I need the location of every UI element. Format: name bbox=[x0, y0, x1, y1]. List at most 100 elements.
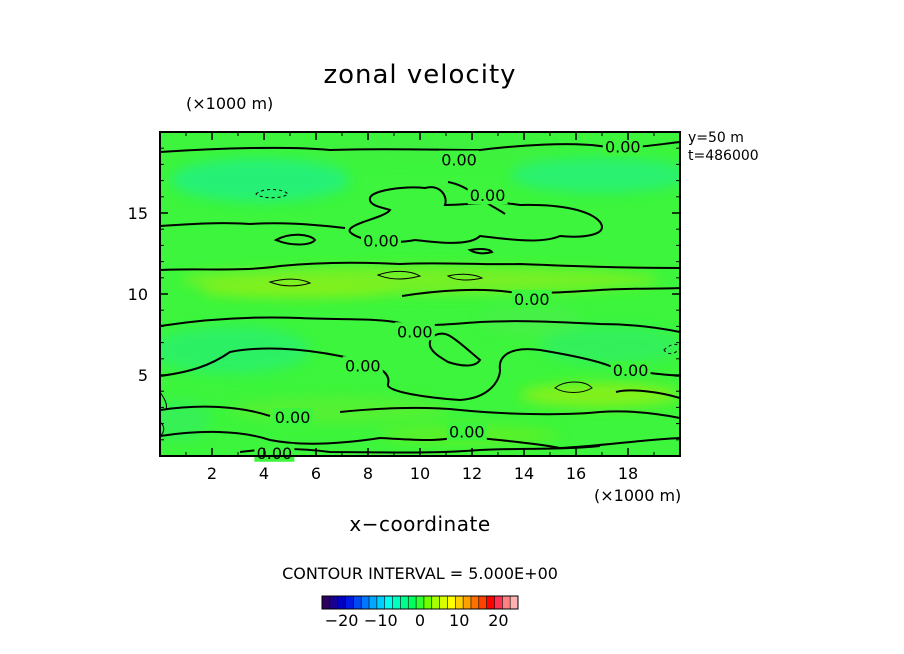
x-axis: 2 4 6 8 10 12 14 16 18 bbox=[185, 132, 655, 483]
colorbar-swatch bbox=[353, 596, 362, 609]
field-patch bbox=[160, 400, 210, 440]
y-axis-unit-label: (×1000 m) bbox=[186, 94, 274, 113]
contour-interval-text: CONTOUR INTERVAL = 5.000E+00 bbox=[282, 564, 558, 583]
contour-line bbox=[160, 347, 680, 402]
x-tick-label: 10 bbox=[410, 464, 430, 483]
y-tick-label: 10 bbox=[128, 285, 148, 304]
x-tick-label: 2 bbox=[207, 464, 217, 483]
contour-label: 0.00 bbox=[449, 423, 485, 442]
contour-label: 0.00 bbox=[514, 290, 550, 309]
colorbar-swatch bbox=[502, 596, 511, 609]
colorbar: −20 −10 0 10 20 bbox=[321, 595, 519, 630]
field-patch bbox=[200, 282, 400, 298]
x-tick-label: 6 bbox=[311, 464, 321, 483]
colorbar-tick-label: −20 bbox=[325, 611, 359, 630]
colorbar-swatch bbox=[423, 596, 433, 609]
field-patch bbox=[230, 396, 450, 424]
contour-line bbox=[428, 332, 482, 367]
contour-label-bg bbox=[511, 289, 552, 308]
contour-label-bg bbox=[467, 186, 508, 205]
contour-label-bg bbox=[446, 422, 487, 441]
contour-line bbox=[160, 421, 165, 437]
field-patch bbox=[480, 304, 580, 336]
x-tick-label: 16 bbox=[566, 464, 586, 483]
contour-label-bg bbox=[602, 137, 643, 156]
colorbar-swatch bbox=[510, 596, 519, 609]
contour-line bbox=[663, 343, 680, 355]
x-tick-label: 8 bbox=[363, 464, 373, 483]
x-axis-label: x−coordinate bbox=[349, 512, 491, 536]
contour-line bbox=[273, 233, 317, 246]
colorbar-swatch bbox=[416, 596, 425, 609]
contour-label-bg bbox=[342, 356, 383, 375]
field-patch bbox=[160, 326, 310, 374]
colorbar-tick-label: −10 bbox=[364, 611, 398, 630]
contour-label: 0.00 bbox=[470, 186, 506, 205]
negative-contours bbox=[255, 189, 680, 355]
contour-labels: 0.00 0.00 0.00 0.00 0.00 0.00 0.00 0.00 0.00 0.00… bbox=[254, 137, 651, 463]
contour-label-bg bbox=[439, 150, 479, 169]
contour-line bbox=[160, 405, 271, 417]
colorbar-swatch bbox=[478, 596, 487, 609]
colorbar-tick-label: 0 bbox=[415, 611, 425, 630]
y-tick-label: 5 bbox=[138, 366, 148, 385]
contour-label-bg bbox=[394, 322, 435, 341]
colorbar-swatch bbox=[361, 596, 370, 609]
colorbar-swatch bbox=[345, 596, 354, 609]
x-axis-unit-label: (×1000 m) bbox=[594, 486, 682, 505]
colorbar-swatch bbox=[392, 596, 401, 609]
colorbar-swatch bbox=[322, 596, 331, 609]
colorbar-swatch bbox=[329, 596, 338, 609]
colorbar-swatch bbox=[463, 596, 472, 609]
contour-label: 0.00 bbox=[441, 151, 477, 170]
field-patch bbox=[510, 157, 680, 193]
contour-label-bg bbox=[361, 231, 401, 250]
contour-line bbox=[160, 261, 680, 271]
contour-line bbox=[339, 406, 680, 419]
contour-label: 0.00 bbox=[275, 408, 311, 427]
field-patch bbox=[170, 158, 350, 202]
info-time: t=486000 bbox=[688, 148, 759, 164]
chart-title: zonal velocity bbox=[323, 60, 517, 90]
x-tick-label: 14 bbox=[514, 464, 534, 483]
colorbar-tick-label: 20 bbox=[488, 611, 508, 630]
colorbar-swatch bbox=[400, 596, 409, 609]
contour-label: 0.00 bbox=[345, 356, 381, 375]
colorbar-swatch bbox=[408, 596, 417, 609]
info-y-position: y=50 m bbox=[688, 130, 744, 146]
y-tick-label: 15 bbox=[128, 204, 148, 223]
colorbar-swatch bbox=[384, 596, 393, 609]
contour-line bbox=[160, 222, 346, 229]
contour-line bbox=[348, 186, 603, 244]
contour-line bbox=[376, 270, 422, 280]
colorbar-swatch bbox=[431, 596, 440, 609]
field-patch bbox=[540, 325, 680, 365]
contour-line bbox=[615, 389, 680, 399]
colorbar-swatch bbox=[470, 596, 480, 609]
x-tick-label: 4 bbox=[259, 464, 269, 483]
colorbar-swatch bbox=[447, 596, 456, 609]
colorbar-swatch bbox=[369, 596, 378, 609]
colorbar-swatch bbox=[455, 596, 464, 609]
colorbar-swatch bbox=[439, 596, 448, 609]
contour-label: 0.00 bbox=[605, 138, 641, 157]
colorbar-swatch bbox=[337, 596, 346, 609]
contour-line bbox=[446, 273, 484, 281]
contour-label-bg bbox=[610, 361, 651, 380]
contour-label: 0.00 bbox=[257, 444, 293, 463]
contour-line bbox=[554, 381, 593, 393]
contour-label: 0.00 bbox=[397, 322, 433, 341]
colorbar-frame bbox=[321, 595, 519, 610]
x-tick-label: 12 bbox=[462, 464, 482, 483]
contour-line bbox=[268, 278, 312, 287]
contour-line bbox=[467, 247, 494, 255]
colorbar-swatch bbox=[376, 596, 386, 609]
colorbar-swatch bbox=[494, 596, 503, 609]
contour-label-bg bbox=[272, 408, 313, 427]
contour-label: 0.00 bbox=[363, 232, 399, 251]
contour-label: 0.00 bbox=[613, 361, 649, 380]
velocity-field bbox=[160, 132, 680, 456]
y-axis: 5 10 15 bbox=[128, 147, 680, 441]
field-patch bbox=[520, 383, 680, 407]
